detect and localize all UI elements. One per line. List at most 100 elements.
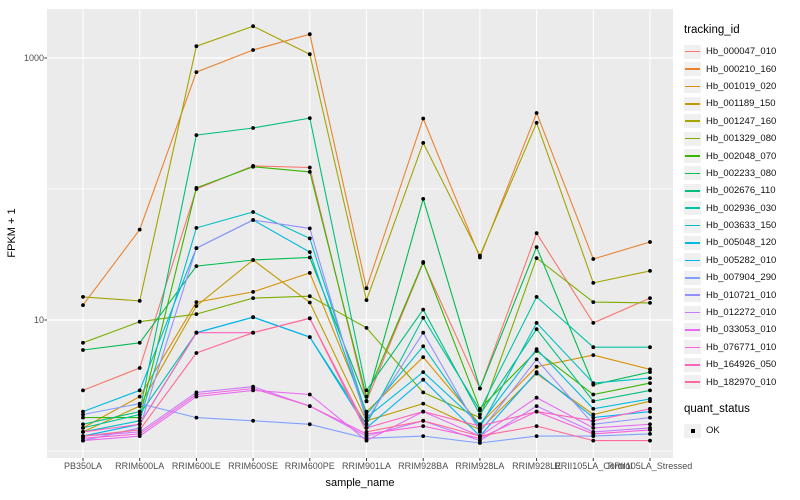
data-point [81, 348, 85, 352]
data-point [591, 281, 596, 285]
data-point [534, 256, 539, 260]
data-point [251, 386, 256, 391]
legend-entry: Hb_001247_160 [684, 113, 799, 130]
legend-entry: Hb_005048_120 [684, 234, 799, 251]
y-tick-label-10: 10 [34, 315, 44, 325]
data-point [364, 412, 369, 417]
legend-key-line [685, 85, 700, 88]
legend-entry: Hb_001329_080 [684, 130, 799, 147]
legend-key-line [685, 276, 700, 279]
data-point [534, 364, 539, 369]
data-point [648, 422, 652, 427]
legend-entry-label: Hb_005282_010 [706, 254, 777, 266]
x-tick-label: RRIM600LA [115, 461, 164, 471]
data-point [534, 395, 539, 400]
data-point [534, 404, 539, 408]
data-point [534, 231, 539, 236]
data-point [81, 412, 85, 417]
data-point [307, 404, 312, 408]
data-point [251, 218, 256, 222]
data-point [364, 415, 369, 420]
data-point [364, 326, 369, 330]
data-point [421, 260, 426, 264]
data-point [81, 409, 85, 414]
data-point [591, 412, 596, 417]
data-point [591, 399, 596, 404]
data-point [137, 422, 142, 427]
legend-key-line [685, 242, 700, 244]
data-point [307, 294, 312, 299]
data-point [478, 434, 482, 438]
axis-ticks [44, 57, 651, 461]
legend-key [684, 114, 701, 129]
data-point [194, 70, 199, 74]
data-point [534, 321, 539, 325]
data-point [648, 415, 652, 420]
legend-key-line [685, 329, 700, 331]
data-point [591, 321, 596, 325]
data-point [591, 381, 596, 385]
data-point [137, 409, 142, 414]
data-point [194, 186, 199, 190]
x-tick-label: RRIM600PE [285, 461, 335, 471]
legend-entry: Hb_033053_010 [684, 321, 799, 338]
legend-entry: Hb_010721_010 [684, 286, 799, 303]
data-point [81, 422, 85, 427]
data-point [591, 392, 596, 397]
data-point [648, 397, 652, 401]
legend-entry-label: Hb_012272_010 [706, 307, 777, 319]
data-point [591, 418, 596, 423]
legend-key [684, 131, 701, 146]
legend-entry-label: Hb_007904_290 [706, 272, 777, 284]
legend-key [684, 322, 701, 337]
data-point [421, 315, 426, 320]
legend-key-line [685, 120, 700, 123]
x-tick-labels: PB350LA RRIM600LA RRIM600LE RRIM600SE RRIM60… [64, 461, 692, 471]
data-point [421, 409, 426, 414]
legend-entry-label: Hb_001189_150 [706, 98, 776, 110]
data-point [591, 406, 596, 411]
data-point [251, 210, 256, 214]
legend-key-line [685, 207, 700, 209]
data-point [251, 296, 256, 300]
data-point [478, 408, 482, 413]
data-point [421, 344, 426, 349]
legend-entry-label: Hb_002676_110 [706, 185, 776, 197]
data-point [137, 415, 142, 420]
x-tick-label: RRIM928BA [398, 461, 448, 471]
legend-key [684, 357, 701, 372]
data-point [364, 388, 369, 393]
legend-entry-label: Hb_005048_120 [706, 237, 777, 249]
x-tick-label: RRIM928LE [512, 461, 561, 471]
data-point [364, 430, 369, 434]
legend-title-quant-status: quant_status [684, 402, 750, 415]
data-point [307, 32, 312, 37]
data-point [364, 399, 369, 404]
legend-entry: Hb_002233_080 [684, 165, 799, 182]
data-point [307, 300, 312, 305]
data-point [251, 290, 256, 294]
data-point [478, 386, 482, 391]
data-point [648, 409, 652, 414]
legend-key-line [685, 363, 700, 366]
data-point [251, 315, 256, 320]
data-point [648, 367, 652, 372]
data-point [194, 392, 199, 397]
legend-entry: Hb_012272_010 [684, 304, 799, 321]
legend-key [684, 305, 701, 320]
legend-key [684, 201, 701, 216]
data-point [251, 126, 256, 130]
data-point [421, 116, 426, 121]
data-point [364, 426, 369, 430]
ok-point-icon [690, 428, 695, 433]
data-point [364, 422, 369, 427]
legend-key [684, 149, 701, 164]
data-point [307, 250, 312, 255]
data-point [364, 418, 369, 423]
data-point [137, 319, 142, 324]
legend-key [684, 44, 701, 59]
legend-entry: Hb_002936_030 [684, 200, 799, 217]
legend-key-line [685, 50, 700, 53]
legend-entry-label: Hb_033053_010 [706, 324, 777, 336]
data-point [648, 269, 652, 273]
